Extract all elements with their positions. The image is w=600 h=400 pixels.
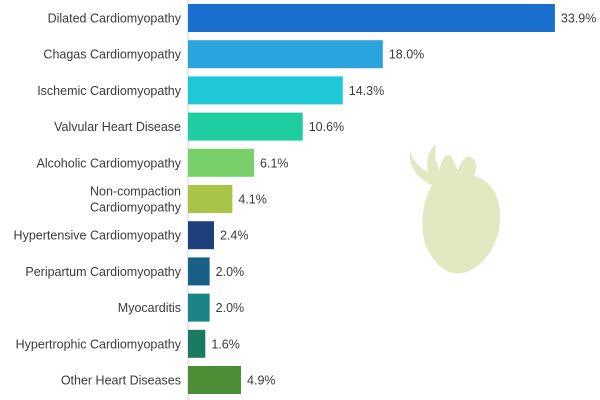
category-label-line: Dilated Cardiomyopathy: [48, 12, 182, 26]
bar-value-label: 33.9%: [561, 12, 596, 26]
category-label: Peripartum Cardiomyopathy: [25, 265, 181, 279]
bar-value-label: 4.1%: [238, 193, 267, 207]
bar-value-label: 14.3%: [349, 84, 384, 98]
bar-value-label: 2.0%: [216, 265, 245, 279]
category-label-line: Alcoholic Cardiomyopathy: [36, 156, 181, 170]
bar-value-label: 2.0%: [216, 301, 245, 315]
category-label: Dilated Cardiomyopathy: [48, 12, 182, 26]
category-label: Alcoholic Cardiomyopathy: [36, 156, 181, 170]
category-label: Valvular Heart Disease: [54, 120, 181, 134]
category-label-line: Valvular Heart Disease: [54, 120, 181, 134]
bar: [188, 185, 233, 213]
category-label: Hypertrophic Cardiomyopathy: [16, 337, 182, 351]
bar-value-label: 6.1%: [260, 156, 289, 170]
bar: [188, 221, 214, 250]
category-label: Other Heart Diseases: [61, 374, 181, 388]
bar: [188, 76, 343, 105]
bar-value-label: 2.4%: [220, 229, 249, 243]
category-label: Myocarditis: [118, 301, 181, 315]
category-label-line: Cardiomyopathy: [90, 201, 182, 215]
category-label: Chagas Cardiomyopathy: [43, 48, 181, 62]
value-labels-group: 33.9% 18.0% 14.3% 10.6% 6.1% 4.1% 2.4% 2.0% 2.0%…: [211, 12, 596, 388]
bar: [188, 148, 255, 177]
category-label-line: Ischemic Cardiomyopathy: [37, 84, 182, 98]
category-label: Ischemic Cardiomyopathy: [37, 84, 182, 98]
heart-icon: [409, 144, 501, 274]
category-label-line: Hypertensive Cardiomyopathy: [14, 229, 182, 243]
bar: [188, 4, 555, 32]
category-label-line: Chagas Cardiomyopathy: [43, 48, 181, 62]
bar: [188, 329, 206, 358]
category-labels-group: Dilated Cardiomyopathy Chagas Cardiomyopa…: [14, 12, 182, 388]
bar-value-label: 10.6%: [309, 120, 344, 134]
category-label: Non-compaction Cardiomyopathy: [90, 185, 182, 215]
bar: [188, 257, 210, 286]
category-label-line: Non-compaction: [90, 185, 181, 199]
bar-value-label: 4.9%: [247, 374, 275, 388]
category-label: Hypertensive Cardiomyopathy: [14, 229, 182, 243]
bar: [188, 112, 303, 141]
category-label-line: Other Heart Diseases: [61, 374, 181, 388]
bar-value-label: 18.0%: [389, 48, 424, 62]
bars-group: [188, 4, 555, 394]
category-label-line: Peripartum Cardiomyopathy: [25, 265, 181, 279]
bar: [188, 40, 383, 69]
category-label-line: Hypertrophic Cardiomyopathy: [16, 337, 182, 351]
bar: [188, 293, 210, 322]
category-label-line: Myocarditis: [118, 301, 181, 315]
bar: [188, 366, 242, 394]
bar-value-label: 1.6%: [211, 337, 240, 351]
